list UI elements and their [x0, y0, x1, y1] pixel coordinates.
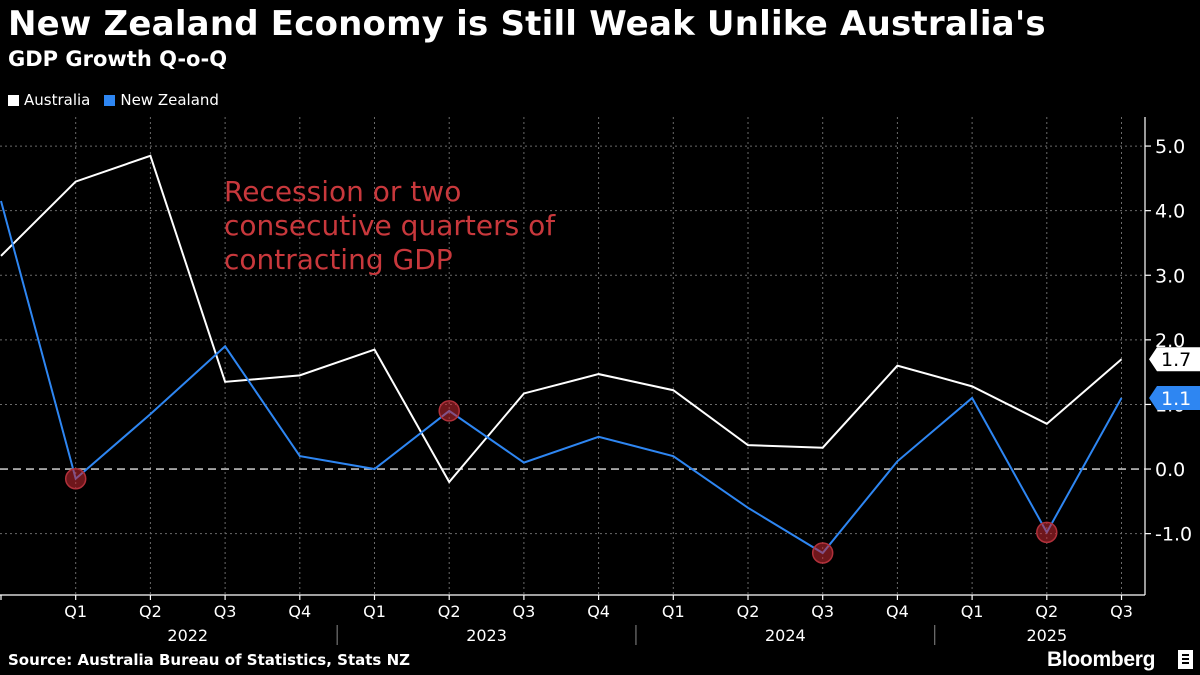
- line-australia: [0, 154, 1123, 484]
- x-tick-label: Q3: [513, 602, 536, 621]
- x-tick-label: Q1: [363, 602, 386, 621]
- bloomberg-terminal-icon: [1178, 650, 1193, 669]
- end-label-box: [1149, 347, 1200, 372]
- x-tick-label: Q3: [1110, 602, 1133, 621]
- y-tick-label: 5.0: [1155, 136, 1185, 158]
- line-new-zealand: [0, 200, 1123, 555]
- source-note: Source: Australia Bureau of Statistics, …: [8, 651, 410, 669]
- chart-title: New Zealand Economy is Still Weak Unlike…: [8, 4, 1046, 44]
- recession-marker: [64, 467, 87, 490]
- end-labels: 1.7 1.1: [1149, 347, 1200, 410]
- end-label-value: 1.1: [1161, 388, 1191, 410]
- x-tick-label: Q1: [64, 602, 87, 621]
- x-tick-label: Q1: [662, 602, 685, 621]
- legend: Australia New Zealand: [8, 91, 233, 109]
- x-tick-label: Q2: [737, 602, 760, 621]
- recession-marker: [1036, 521, 1058, 544]
- year-label: 2022: [167, 626, 208, 645]
- x-tick-label: Q1: [961, 602, 984, 621]
- recession-marker: [811, 542, 834, 564]
- legend-label-new-zealand: New Zealand: [120, 91, 219, 109]
- year-label: 2024: [765, 626, 806, 645]
- recession-markers: [64, 400, 1058, 564]
- x-tick-label: Q2: [438, 602, 461, 621]
- recession-annotation-line: Recession or two: [224, 175, 461, 208]
- grid: [0, 117, 1145, 595]
- legend-label-australia: Australia: [24, 91, 91, 109]
- axes: 5.04.03.02.01.00.0-1.0Q1Q2Q3Q4Q1Q2Q3Q4Q1…: [0, 117, 1192, 645]
- y-tick-label: 0.0: [1155, 459, 1185, 481]
- recession-annotation-line: consecutive quarters of: [224, 209, 556, 242]
- series-lines: [0, 154, 1123, 555]
- legend-item-australia: Australia: [8, 91, 90, 109]
- legend-item-new-zealand: New Zealand: [104, 91, 219, 109]
- year-label: 2023: [466, 626, 507, 645]
- x-tick-label: Q3: [214, 602, 237, 621]
- x-tick-label: Q4: [587, 602, 610, 621]
- x-tick-label: Q2: [1035, 602, 1058, 621]
- x-tick-label: Q3: [811, 602, 834, 621]
- end-label-box: [1149, 385, 1200, 410]
- legend-swatch-new-zealand: [104, 94, 116, 106]
- chart-subtitle: GDP Growth Q-o-Q: [8, 47, 228, 71]
- recession-annotation-line: contracting GDP: [224, 243, 453, 276]
- bloomberg-logo: Bloomberg: [1047, 648, 1156, 671]
- recession-marker: [438, 400, 460, 422]
- y-tick-label: 2.0: [1155, 330, 1185, 352]
- year-label: 2025: [1026, 626, 1067, 645]
- y-tick-label: 3.0: [1155, 265, 1185, 287]
- x-tick-label: Q2: [139, 602, 162, 621]
- end-label-value: 1.7: [1161, 349, 1191, 371]
- x-tick-label: Q4: [886, 602, 909, 621]
- x-tick-label: Q4: [288, 602, 311, 621]
- y-tick-label: -1.0: [1155, 524, 1192, 546]
- y-tick-label: 4.0: [1155, 201, 1185, 223]
- legend-swatch-australia: [8, 94, 19, 106]
